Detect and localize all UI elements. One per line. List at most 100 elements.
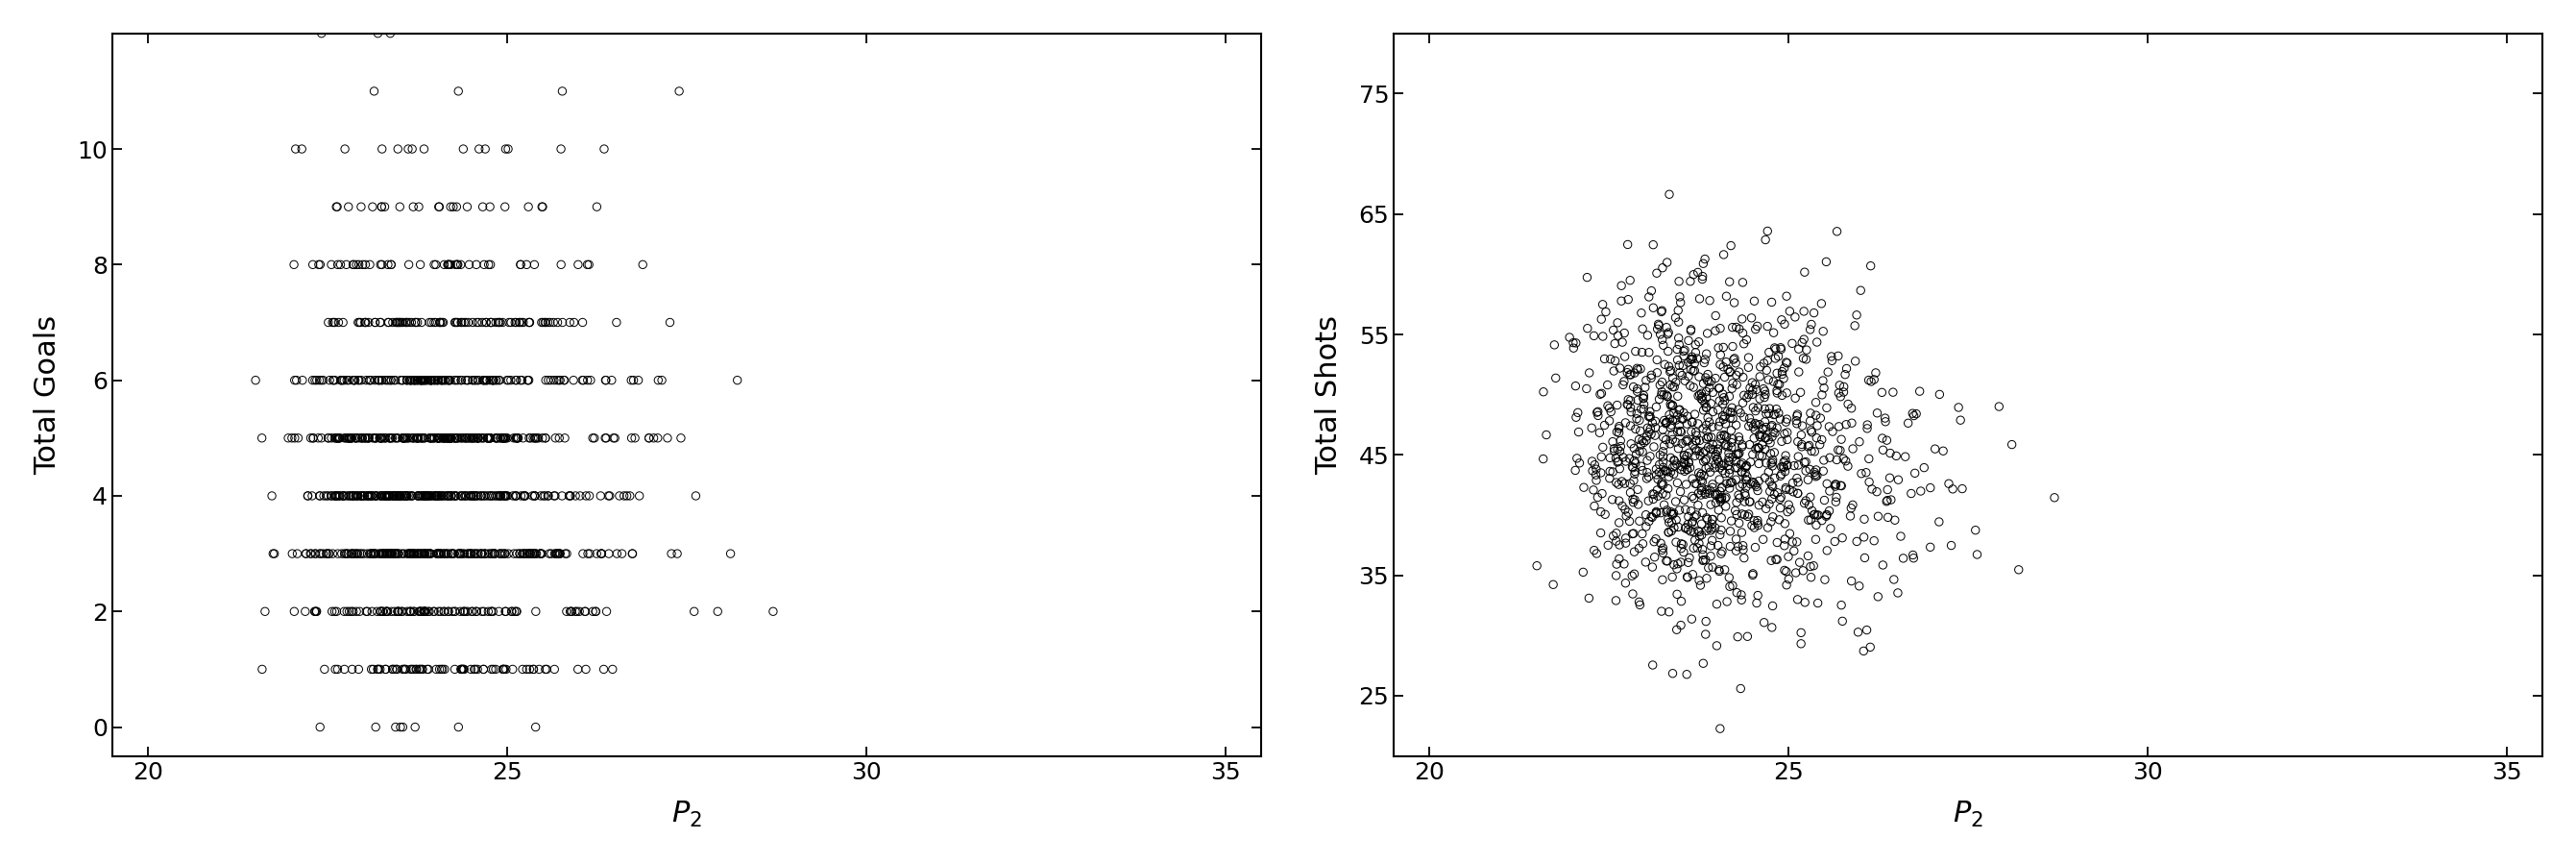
- Point: [1698, 456, 1739, 469]
- Point: [1708, 463, 1749, 476]
- Point: [1641, 573, 1682, 587]
- Point: [1633, 440, 1674, 454]
- Point: [361, 432, 402, 445]
- Point: [1605, 576, 1646, 590]
- Point: [384, 432, 425, 445]
- Point: [1762, 372, 1803, 386]
- Point: [479, 374, 520, 387]
- Point: [1839, 435, 1880, 449]
- Point: [1628, 409, 1669, 423]
- Point: [332, 258, 374, 272]
- Point: [363, 605, 404, 619]
- Point: [386, 374, 428, 387]
- Point: [1698, 442, 1739, 456]
- Point: [394, 432, 435, 445]
- Point: [1646, 488, 1687, 502]
- Point: [1522, 452, 1564, 466]
- Point: [1680, 449, 1721, 463]
- Point: [1597, 329, 1638, 343]
- Point: [1762, 455, 1803, 469]
- Point: [317, 432, 358, 445]
- Point: [428, 432, 469, 445]
- Point: [435, 316, 477, 330]
- Point: [1847, 374, 1888, 387]
- Point: [363, 605, 404, 619]
- Point: [332, 489, 374, 503]
- Point: [1584, 352, 1625, 366]
- Point: [495, 489, 536, 503]
- Point: [399, 374, 440, 387]
- Point: [1654, 494, 1695, 508]
- Point: [453, 316, 495, 330]
- Point: [1625, 434, 1667, 448]
- Point: [355, 316, 397, 330]
- Point: [461, 316, 502, 330]
- Point: [1734, 476, 1775, 490]
- Point: [1765, 464, 1806, 478]
- Point: [1618, 432, 1659, 446]
- Point: [1595, 442, 1636, 456]
- Point: [366, 547, 407, 561]
- Point: [1662, 618, 1703, 632]
- Point: [752, 605, 793, 619]
- Point: [520, 547, 562, 561]
- Point: [366, 489, 407, 503]
- Point: [469, 258, 510, 272]
- Point: [1595, 354, 1636, 368]
- Point: [1772, 485, 1814, 499]
- Point: [1710, 514, 1752, 528]
- Point: [1757, 406, 1798, 420]
- Point: [587, 489, 629, 503]
- Point: [1749, 345, 1790, 359]
- Point: [1592, 435, 1633, 449]
- Point: [422, 432, 464, 445]
- Point: [1597, 456, 1638, 469]
- Point: [335, 547, 376, 561]
- Point: [314, 489, 355, 503]
- Point: [337, 547, 379, 561]
- Point: [554, 489, 595, 503]
- Point: [1752, 459, 1793, 473]
- Point: [1806, 507, 1847, 521]
- Point: [410, 489, 451, 503]
- Point: [327, 374, 368, 387]
- Point: [1651, 516, 1692, 530]
- Point: [317, 200, 358, 214]
- Point: [392, 432, 433, 445]
- Point: [410, 605, 451, 619]
- Point: [1731, 477, 1772, 491]
- Point: [435, 432, 477, 445]
- Point: [1705, 370, 1747, 384]
- Point: [1873, 572, 1914, 586]
- Point: [1623, 463, 1664, 477]
- Point: [515, 432, 556, 445]
- Point: [1687, 431, 1728, 444]
- Point: [1595, 569, 1636, 583]
- Point: [1659, 424, 1700, 438]
- Point: [412, 432, 453, 445]
- Point: [371, 432, 412, 445]
- Point: [330, 432, 371, 445]
- Point: [1613, 495, 1654, 509]
- Point: [1687, 521, 1728, 535]
- Point: [1723, 275, 1765, 289]
- Point: [374, 489, 415, 503]
- Point: [1749, 436, 1790, 450]
- Point: [1765, 461, 1806, 475]
- Point: [1643, 541, 1685, 555]
- Point: [374, 374, 415, 387]
- Point: [500, 547, 541, 561]
- Point: [464, 547, 505, 561]
- Point: [474, 316, 515, 330]
- Point: [363, 489, 404, 503]
- Point: [528, 489, 569, 503]
- Point: [1656, 425, 1698, 438]
- Point: [1574, 458, 1615, 472]
- Point: [1680, 529, 1721, 543]
- Point: [1558, 425, 1600, 439]
- Point: [1736, 400, 1777, 414]
- Point: [371, 547, 412, 561]
- Point: [1589, 405, 1631, 419]
- Point: [1747, 501, 1788, 515]
- Point: [567, 374, 608, 387]
